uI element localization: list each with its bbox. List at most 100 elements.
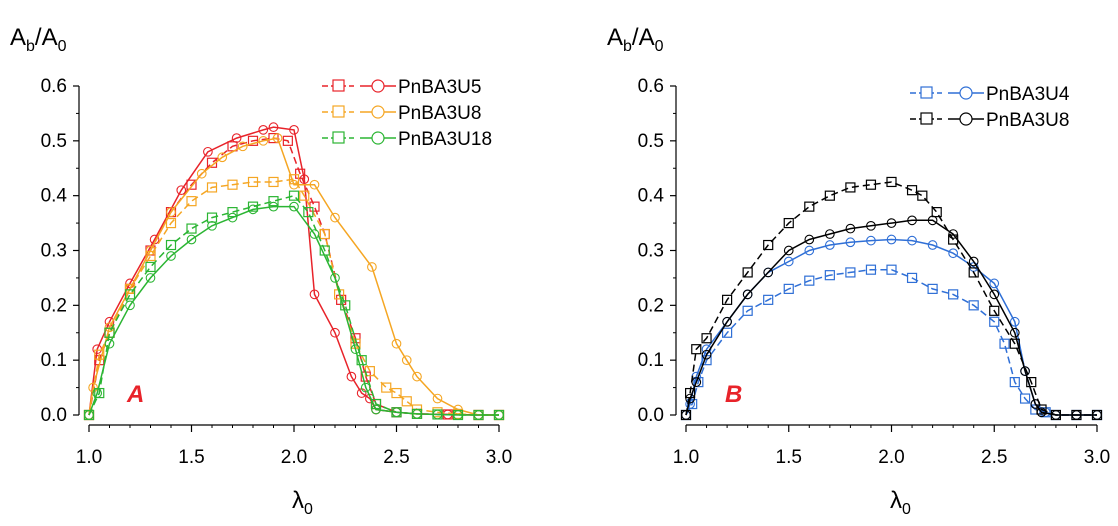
x-tick-label: 3.0 [486, 447, 512, 468]
data-point-square [824, 270, 835, 281]
data-point-square [247, 135, 259, 146]
y-tick-label: 0.6 [41, 76, 67, 97]
data-point-circle [1071, 410, 1082, 420]
data-point-square [783, 283, 794, 294]
data-point-square [340, 300, 351, 311]
data-point-circle [783, 256, 794, 267]
data-point-circle [1030, 399, 1041, 409]
data-point-circle [907, 215, 917, 226]
data-point-circle [1051, 410, 1061, 420]
data-point-circle [412, 409, 422, 419]
x-axis-label: λ0 [292, 487, 313, 518]
data-point-square [763, 239, 774, 251]
series-pnba3u8 [680, 176, 1103, 421]
y-tick-label: 0.5 [41, 131, 67, 152]
data-point-circle [432, 409, 443, 420]
legend-label: PnBA3U8 [986, 110, 1069, 131]
legend-entry: PnBA3U8 [910, 110, 1069, 131]
legend-label: PnBA3U4 [986, 84, 1070, 105]
y-axis-label: Ab/A0 [607, 24, 664, 55]
y-axis-label: Ab/A0 [10, 24, 67, 55]
data-point-circle [432, 393, 443, 404]
data-point-circle [289, 179, 299, 190]
data-point-circle [845, 223, 856, 234]
data-point-circle [907, 235, 917, 246]
data-point-circle [365, 393, 375, 404]
x-tick-label: 3.0 [1084, 447, 1110, 468]
data-point-square [247, 201, 259, 212]
data-point-circle [309, 289, 320, 300]
data-point-square [845, 182, 856, 193]
data-point-circle [346, 371, 357, 382]
data-point-square [206, 182, 218, 193]
data-point-circle [203, 146, 213, 157]
data-point-square [906, 272, 918, 284]
data-point-circle [681, 410, 691, 420]
legend-marker-circle [371, 79, 385, 93]
data-point-square [227, 141, 238, 152]
data-point-square [94, 349, 105, 360]
data-point-circle [299, 174, 310, 185]
data-point-circle [227, 212, 238, 223]
data-point-circle [742, 289, 753, 300]
data-point-square [845, 267, 856, 278]
panel-label: A [126, 381, 144, 408]
data-point-circle [886, 218, 897, 228]
data-point-square [906, 185, 918, 196]
data-point-square [303, 207, 314, 218]
y-tick-label: 0.3 [638, 241, 664, 262]
data-point-circle [272, 133, 283, 143]
series-line-solid [88, 137, 499, 416]
y-tick-label: 0.5 [638, 131, 664, 152]
y-tick-label: 0.3 [41, 241, 67, 262]
y-tick-label: 0.2 [41, 295, 67, 316]
series-line-dashed [88, 194, 499, 416]
data-point-circle [231, 133, 242, 143]
data-point-circle [722, 316, 732, 327]
data-point-circle [948, 248, 959, 259]
series-line-solid [685, 219, 1097, 416]
series-pnba3u8 [83, 133, 505, 421]
data-point-square [999, 338, 1010, 349]
data-point-square [288, 190, 300, 201]
legend-marker-square [332, 131, 345, 144]
x-tick-label: 1.5 [776, 447, 802, 468]
y-tick-label: 0.0 [41, 405, 67, 426]
data-point-square [824, 190, 835, 201]
data-point-circle [691, 377, 702, 387]
data-point-square [927, 283, 938, 294]
data-point-circle [268, 201, 279, 212]
data-point-square [886, 176, 897, 188]
data-point-circle [701, 349, 712, 360]
series-line-solid [88, 205, 499, 416]
legend-marker-square [332, 105, 345, 118]
data-point-square [721, 294, 733, 305]
data-point-square [186, 223, 197, 234]
data-point-circle [763, 267, 774, 278]
data-point-circle [989, 278, 1000, 289]
data-point-circle [92, 388, 103, 398]
data-point-circle [886, 234, 897, 245]
data-point-circle [330, 327, 340, 338]
data-point-circle [84, 410, 94, 420]
data-point-circle [1009, 327, 1020, 338]
data-point-square [742, 267, 753, 278]
data-point-square [804, 275, 815, 286]
data-point-circle [186, 234, 197, 245]
data-point-circle [207, 220, 217, 231]
data-point-circle [968, 256, 979, 267]
data-point-square [931, 207, 942, 218]
legend-label: PnBA3U8 [398, 103, 481, 124]
data-point-square [948, 289, 959, 300]
legend-marker-square [332, 79, 345, 92]
data-point-circle [309, 179, 320, 190]
chart-panel-a: 0.0 0.1 0.2 0.3 0.4 0.5 0.6 1.0 1.5 2.0 2.5 3.0 Ab/A… [10, 24, 512, 518]
data-point-square [701, 333, 712, 344]
data-point-circle [1036, 407, 1047, 418]
data-point-square [104, 327, 115, 338]
y-tick-label: 0.1 [638, 350, 664, 371]
legend-label: PnBA3U5 [398, 77, 481, 98]
data-point-circle [824, 229, 835, 239]
data-point-square [94, 387, 105, 399]
data-point-circle [494, 410, 504, 420]
